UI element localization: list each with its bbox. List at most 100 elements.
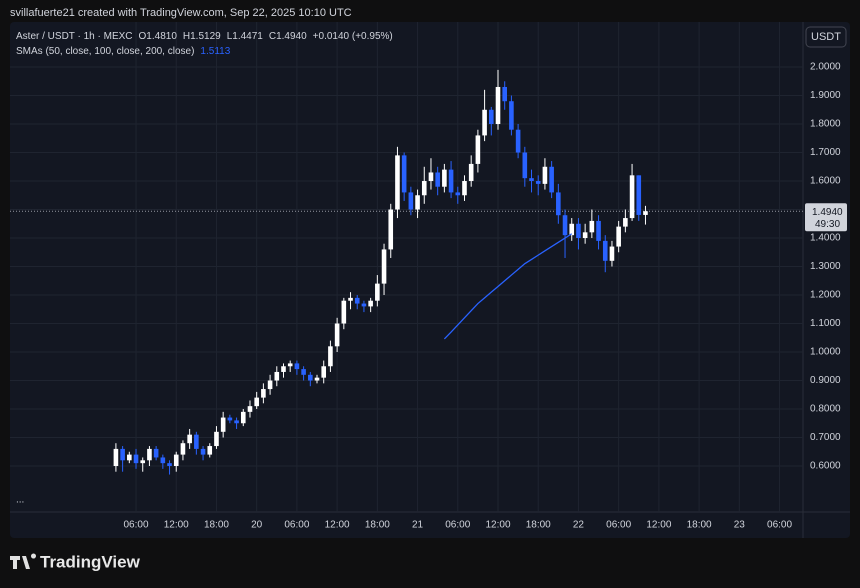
candle-body <box>596 220 601 241</box>
candle <box>395 146 400 219</box>
candle-body <box>160 457 166 464</box>
x-tick-label: 12:00 <box>164 520 189 531</box>
candle <box>328 340 333 372</box>
more[interactable]: ... <box>16 495 24 506</box>
candle <box>308 371 313 387</box>
candle <box>455 186 461 204</box>
currency-button[interactable] <box>805 26 847 48</box>
candle-body <box>462 181 467 196</box>
candle <box>113 443 119 472</box>
sma-line <box>443 233 573 340</box>
candle <box>401 152 407 201</box>
brand-name: TradingView <box>40 552 141 571</box>
candle-body <box>509 101 514 130</box>
candle <box>281 363 286 378</box>
candle-body <box>354 297 360 304</box>
candle <box>127 451 132 464</box>
candle-body <box>602 240 608 261</box>
candle-body <box>341 300 347 324</box>
candle <box>502 81 508 110</box>
candle <box>602 235 608 273</box>
candle-body <box>120 448 125 461</box>
candle-body <box>529 178 534 182</box>
candle <box>375 275 380 307</box>
candle <box>133 448 139 469</box>
candle <box>408 186 414 216</box>
candle <box>120 446 125 472</box>
candle <box>589 209 595 239</box>
candle-body <box>240 411 246 424</box>
candle-body <box>421 181 427 196</box>
x-tick-label: 06:00 <box>606 520 631 531</box>
candle <box>616 220 621 253</box>
candle <box>314 374 320 384</box>
candle <box>562 209 568 258</box>
candle-body <box>556 192 561 216</box>
brand: TradingView <box>10 552 141 571</box>
sma-value: 1.5113 <box>200 46 230 57</box>
x-tick-label: 06:00 <box>445 520 470 531</box>
candle <box>415 189 420 219</box>
candle <box>368 297 373 313</box>
candle <box>140 457 146 472</box>
x-tick-label: 18:00 <box>365 520 390 531</box>
candle-body <box>301 369 306 375</box>
candle <box>207 443 213 458</box>
candle-body <box>314 377 320 381</box>
candle-body <box>435 172 440 187</box>
candle <box>381 243 387 296</box>
candle <box>261 383 266 404</box>
sma-name: SMAs (50, close, 100, close, 200, close) <box>16 46 194 57</box>
candle <box>428 158 434 190</box>
x-tick-label: 06:00 <box>284 520 309 531</box>
candle-body <box>515 129 521 153</box>
candle <box>361 300 367 313</box>
y-tick-label: 1.1000 <box>810 318 841 329</box>
candle-body <box>220 417 226 432</box>
ohlc-value: O1.4810 <box>139 31 178 42</box>
candle <box>448 161 454 199</box>
candle <box>173 451 179 472</box>
candle <box>354 295 360 310</box>
candle <box>180 440 186 461</box>
candle-body <box>448 169 454 193</box>
candle-body <box>562 215 568 236</box>
x-tick-label: 18:00 <box>687 520 712 531</box>
candle <box>556 183 561 224</box>
ohlc-value: C1.4940 <box>269 31 307 42</box>
candle <box>187 428 192 449</box>
candle <box>515 124 521 159</box>
candle-body <box>582 232 588 239</box>
candle <box>522 146 528 187</box>
candle-body <box>113 448 119 467</box>
candle <box>529 169 534 193</box>
currency[interactable]: USDT <box>811 31 841 43</box>
candle <box>214 426 219 449</box>
x-tick-label: 20 <box>251 520 263 531</box>
y-tick-label: 0.9000 <box>810 375 841 386</box>
candle <box>535 175 541 196</box>
y-tick-label: 2.0000 <box>810 62 841 73</box>
candle-body <box>482 109 487 136</box>
candle-body <box>328 346 333 367</box>
candle <box>247 400 253 418</box>
y-tick-label: 0.7000 <box>810 432 841 443</box>
candle-body <box>267 380 273 390</box>
candle-body <box>368 300 373 307</box>
candle-body <box>428 172 434 182</box>
candle <box>287 360 293 372</box>
candle-body <box>180 443 186 455</box>
brand-icon <box>10 553 36 569</box>
candle-body <box>495 86 501 125</box>
candle-body <box>375 283 380 301</box>
candle <box>609 240 615 267</box>
x-tick-label: 23 <box>734 520 746 531</box>
candle <box>153 446 159 461</box>
candle-body <box>214 431 219 447</box>
x-tick-label: 12:00 <box>646 520 671 531</box>
candle <box>227 414 233 424</box>
candle <box>334 317 340 353</box>
candle <box>462 175 467 201</box>
